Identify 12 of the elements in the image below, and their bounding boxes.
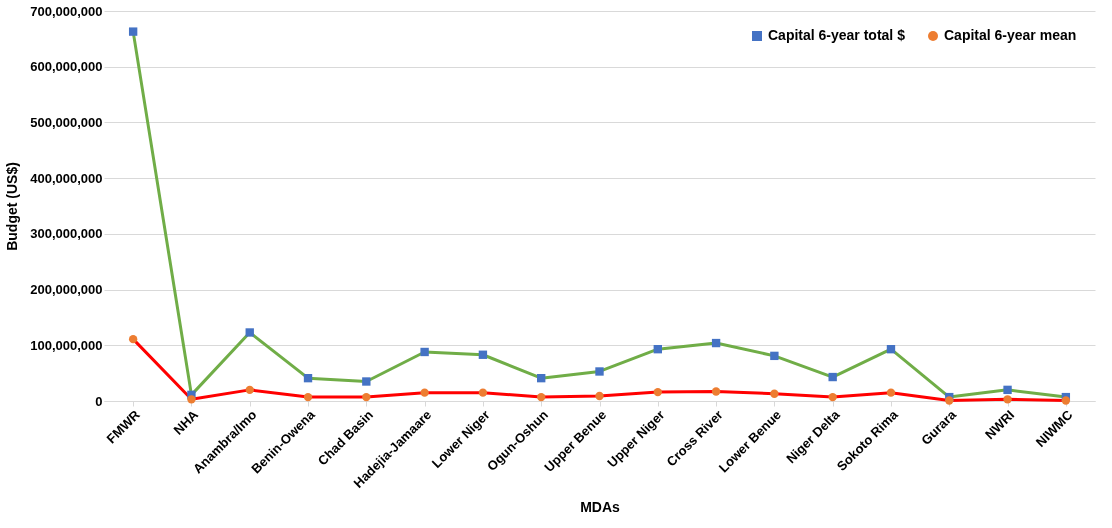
y-tick-label: 0 xyxy=(95,393,103,409)
x-axis-title: MDAs xyxy=(580,498,621,515)
legend-label: Capital 6-year total $ xyxy=(768,27,906,43)
y-tick-label: 600,000,000 xyxy=(30,59,103,75)
y-tick-label: 700,000,000 xyxy=(30,3,103,19)
y-tick-label: 300,000,000 xyxy=(30,226,103,242)
y-tick-label: 400,000,000 xyxy=(30,170,103,186)
legend-label: Capital 6-year mean xyxy=(944,27,1077,43)
y-tick-label: 100,000,000 xyxy=(30,337,103,353)
y-tick-label: 200,000,000 xyxy=(30,282,103,298)
y-axis-title: Budget (US$) xyxy=(4,162,21,251)
y-tick-label: 500,000,000 xyxy=(30,114,103,130)
